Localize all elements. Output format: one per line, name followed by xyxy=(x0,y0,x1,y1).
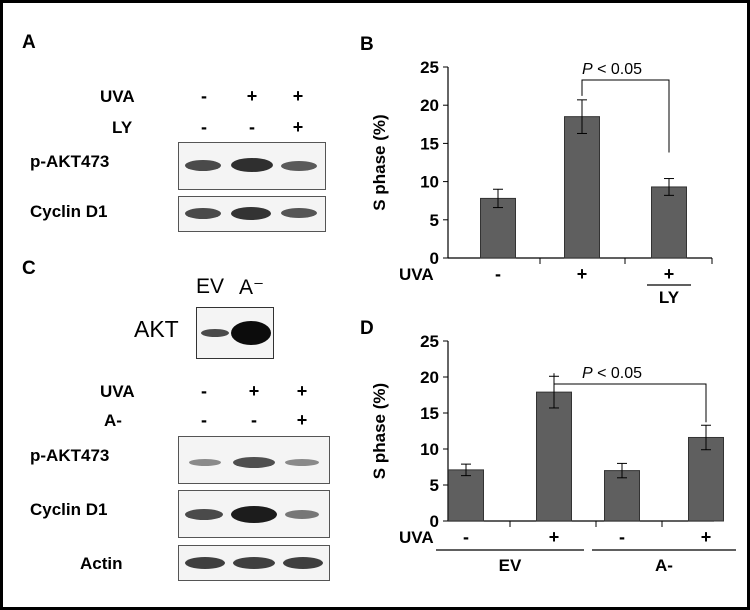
band xyxy=(283,557,323,569)
panel-a-uva-label: UVA xyxy=(100,87,135,106)
chart-d-bar xyxy=(448,469,484,522)
inset-lane-a: A⁻ xyxy=(239,276,265,299)
panel-c-uva-label: UVA xyxy=(100,382,135,401)
chart-b-row-label: UVA xyxy=(399,265,434,284)
band xyxy=(201,329,229,337)
panel-a-blot-label-pakt: p-AKT473 xyxy=(30,152,110,171)
band xyxy=(231,321,271,345)
chart-d-significance-bracket xyxy=(553,373,707,423)
chart-d-bar xyxy=(536,391,572,522)
chart-b-y-tick-label: 10 xyxy=(420,173,439,192)
chart-b-significance-bracket xyxy=(581,79,670,153)
panel-c-a-sign-3: + xyxy=(296,410,308,430)
chart-b-bar xyxy=(480,197,516,259)
panel-c-uva-sign-2: + xyxy=(248,381,260,401)
panel-a-blot-label-cyclin: Cyclin D1 xyxy=(30,202,108,221)
chart-d-row-label: UVA xyxy=(399,528,434,547)
inset-akt-label: AKT xyxy=(134,316,179,342)
chart-d-x-tick-label: + xyxy=(549,527,560,547)
band xyxy=(281,161,317,171)
band xyxy=(233,457,275,468)
band xyxy=(233,557,275,569)
chart-d-y-tick-label: 5 xyxy=(430,476,439,495)
panel-a-uva-sign-1: - xyxy=(201,86,207,106)
panel-a-ly-label: LY xyxy=(112,118,133,137)
band xyxy=(285,459,319,466)
panel-c-a-sign-2: - xyxy=(251,410,257,430)
chart-d-group-label: EV xyxy=(499,556,522,575)
panel-c-uva-sign-3: + xyxy=(296,381,308,401)
panel-a-uva-sign-2: + xyxy=(246,86,258,106)
panel-a-letter: A xyxy=(22,32,36,53)
chart-b-y-tick-label: 5 xyxy=(430,211,439,230)
chart-d-y-tick-label: 15 xyxy=(420,404,439,423)
chart-b-y-tick-label: 0 xyxy=(430,249,439,268)
panel-a-blot-pakt xyxy=(178,142,326,190)
panel-a-ly-sign-2: - xyxy=(249,117,255,137)
chart-d-significance-label: P < 0.05 xyxy=(582,365,642,382)
chart-b: 0 5 10 15 20 25 S phase (%) UVA - + + LY P < 0.05 xyxy=(370,58,713,305)
panel-a-blot-cyclin xyxy=(178,196,326,232)
chart-d-y-tick-label: 25 xyxy=(420,332,439,351)
panel-c-a-sign-1: - xyxy=(201,410,207,430)
panel-c-blot-label-pakt: p-AKT473 xyxy=(30,446,110,465)
chart-b-x-tick-label: + xyxy=(577,264,588,284)
panel-c-letter: C xyxy=(22,258,36,279)
panel-c-blot-label-actin: Actin xyxy=(80,554,123,573)
band xyxy=(185,160,221,171)
chart-d-x-tick-label: + xyxy=(701,527,712,547)
chart-d-y-label: S phase (%) xyxy=(370,383,389,479)
chart-d-y-tick-label: 10 xyxy=(420,440,439,459)
chart-b-x-tick-label: - xyxy=(495,264,501,284)
band xyxy=(185,208,221,219)
inset-akt-blot xyxy=(196,307,274,359)
panel-c-blot-cyclin xyxy=(178,490,330,538)
panel-c-a-label: A- xyxy=(104,411,122,430)
band xyxy=(185,557,225,569)
panel-d-letter: D xyxy=(360,318,374,339)
chart-d-x-tick-label: - xyxy=(619,527,625,547)
band xyxy=(189,459,221,466)
chart-d-y-tick-label: 0 xyxy=(430,512,439,531)
chart-b-y-label: S phase (%) xyxy=(370,114,389,210)
chart-b-bar xyxy=(651,186,687,259)
panel-c-blot-actin xyxy=(178,545,330,581)
panel-a-ly-sign-3: + xyxy=(292,117,304,137)
band xyxy=(231,207,271,220)
inset-lane-ev: EV xyxy=(196,275,225,298)
band xyxy=(281,208,317,218)
band xyxy=(285,510,319,519)
band xyxy=(231,158,273,172)
chart-d-y-tick-label: 20 xyxy=(420,368,439,387)
chart-b-y-tick-label: 25 xyxy=(420,58,439,77)
panel-c-uva-sign-1: - xyxy=(201,381,207,401)
chart-b-bar xyxy=(564,116,600,259)
chart-d-group-label: A- xyxy=(655,556,673,575)
panel-a-uva-sign-3: + xyxy=(292,86,304,106)
panel-c-blot-pakt xyxy=(178,436,330,484)
chart-d-x-tick-label: - xyxy=(463,527,469,547)
panel-b-letter: B xyxy=(360,34,374,55)
panel-a-ly-sign-1: - xyxy=(201,117,207,137)
band xyxy=(231,506,277,523)
chart-b-x-tick-label: + xyxy=(664,264,675,284)
panel-c-blot-label-cyclin: Cyclin D1 xyxy=(30,500,108,519)
chart-b-sub-label: LY xyxy=(659,288,680,305)
chart-b-y-tick-label: 20 xyxy=(420,96,439,115)
chart-b-significance-label: P < 0.05 xyxy=(582,61,642,78)
chart-b-y-tick-label: 15 xyxy=(420,134,439,153)
band xyxy=(185,509,223,520)
